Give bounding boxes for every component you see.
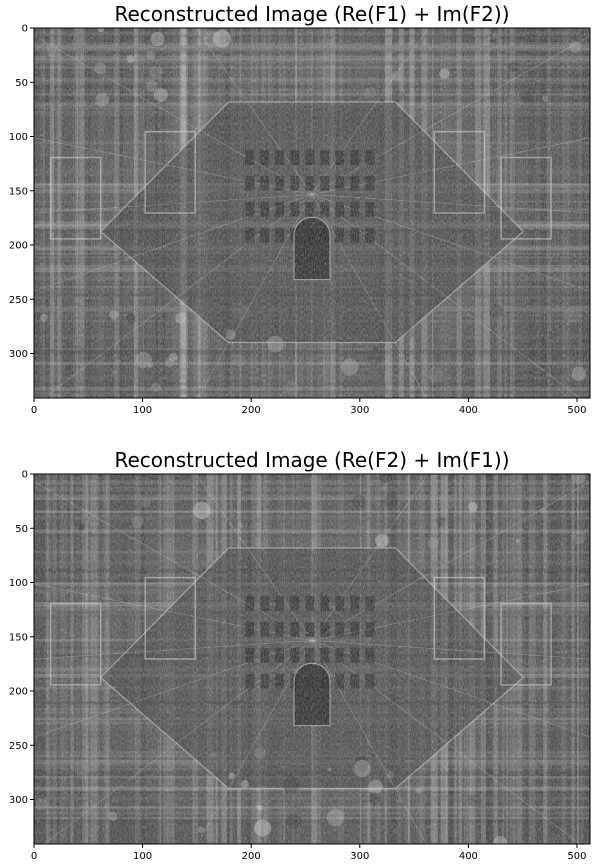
y-tick-label: 150 <box>9 632 28 643</box>
axes-frame <box>33 473 591 845</box>
y-tick-label: 200 <box>9 241 28 252</box>
y-tick-label: 100 <box>9 578 28 589</box>
x-tick-label: 0 <box>31 851 37 862</box>
y-tick-label: 0 <box>22 470 28 481</box>
reconstructed-image <box>34 28 590 398</box>
panel-1-axes: 0 100 200 300 400 500 0 50 100 150 200 250 300 <box>9 24 591 416</box>
y-tick-label: 300 <box>9 349 28 360</box>
panel-2-title: Reconstructed Image (Re(F2) + Im(F1)) <box>114 448 510 472</box>
x-tick-label: 300 <box>350 405 369 416</box>
x-tick-label: 500 <box>567 851 586 862</box>
x-tick-label: 300 <box>350 851 369 862</box>
y-tick-label: 250 <box>9 295 28 306</box>
x-tick-label: 200 <box>242 405 261 416</box>
y-tick-label: 50 <box>15 524 28 535</box>
x-tick-label: 200 <box>242 851 261 862</box>
panel-2-axes: 0 100 200 300 400 500 0 50 100 150 200 250 300 <box>9 470 591 862</box>
x-tick-label: 400 <box>459 851 478 862</box>
y-tick-label: 0 <box>22 24 28 35</box>
panel-1-title: Reconstructed Image (Re(F1) + Im(F2)) <box>114 2 510 26</box>
x-tick-label: 0 <box>31 405 37 416</box>
y-tick-label: 250 <box>9 741 28 752</box>
y-tick-label: 100 <box>9 132 28 143</box>
x-tick-label: 400 <box>459 405 478 416</box>
x-tick-label: 500 <box>567 405 586 416</box>
y-tick-label: 200 <box>9 687 28 698</box>
x-tick-label: 100 <box>133 405 152 416</box>
reconstructed-image <box>34 474 590 844</box>
y-tick-label: 50 <box>15 78 28 89</box>
y-tick-label: 300 <box>9 795 28 806</box>
x-tick-label: 100 <box>133 851 152 862</box>
axes-frame <box>33 27 591 399</box>
y-tick-label: 150 <box>9 186 28 197</box>
